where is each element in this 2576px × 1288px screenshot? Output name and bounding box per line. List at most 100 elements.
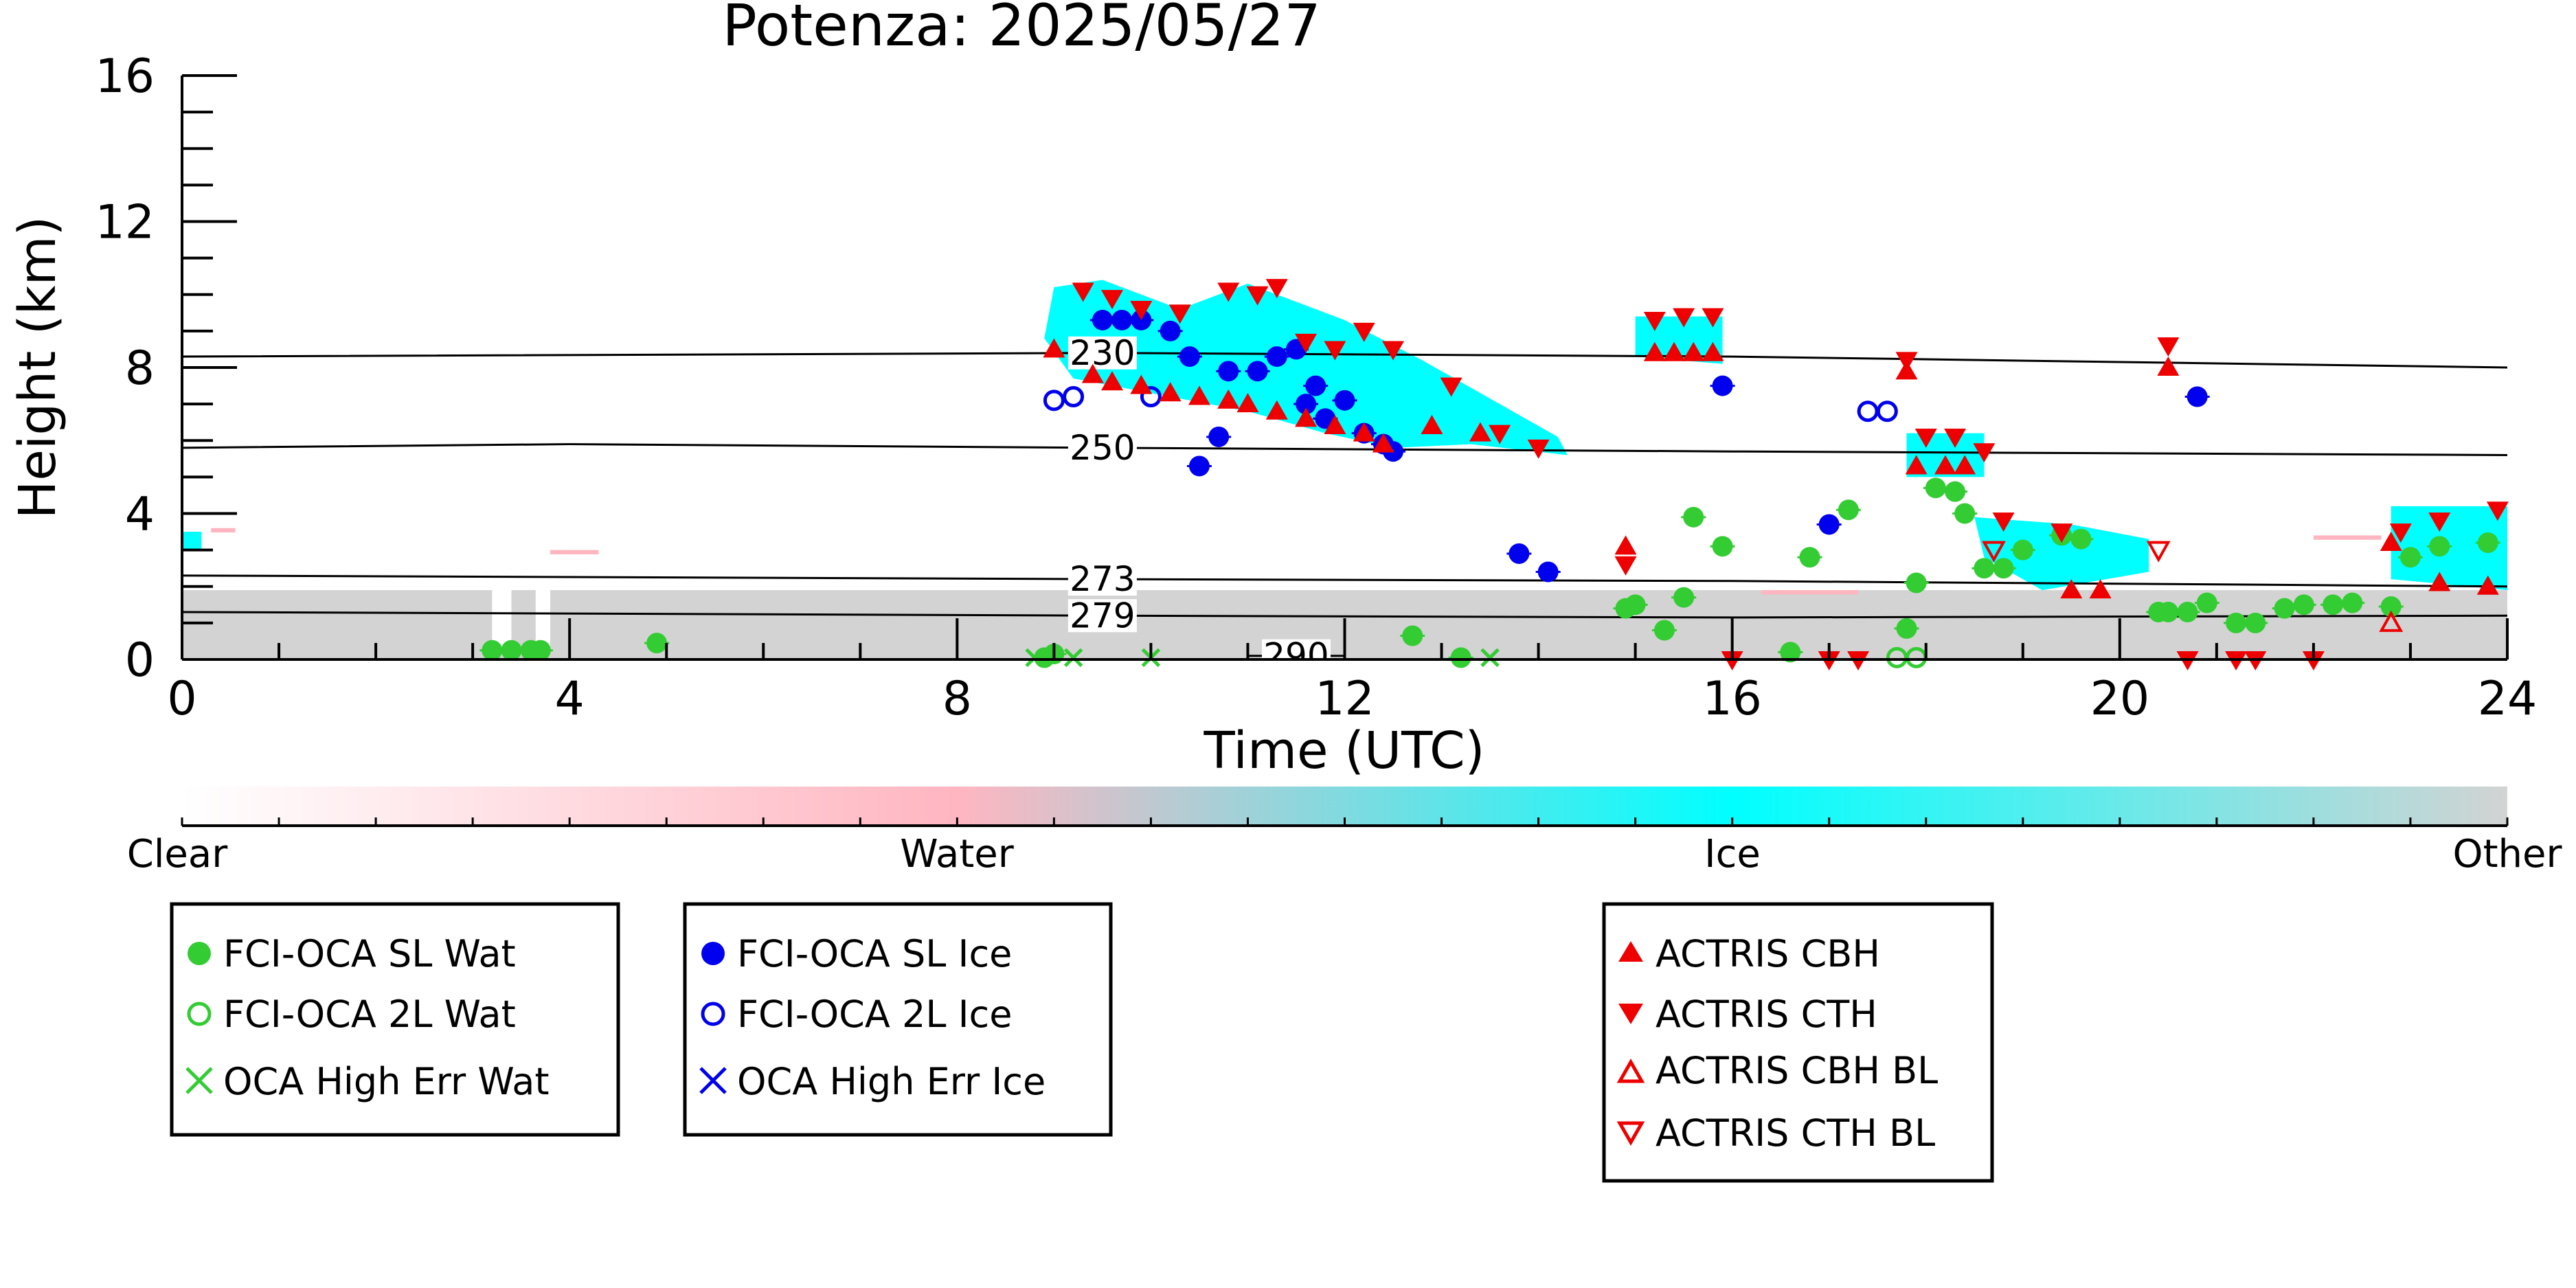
colorbar-label-ice: Ice — [1704, 832, 1761, 877]
point-actris-cth — [1992, 512, 2015, 532]
point-oca-high-err-wat — [1025, 648, 1044, 668]
point-fci-oca-sl-wat — [2177, 601, 2198, 622]
isotherm-label-bg — [1067, 431, 1137, 464]
point-fci-oca-2l-ice — [1043, 389, 1065, 411]
y-axis-label: Height (km) — [8, 216, 67, 519]
isotherm-279 — [182, 611, 2507, 619]
legend-actris-box — [1602, 902, 1994, 1183]
point-fci-oca-sl-ice — [2187, 386, 2208, 407]
point-fci-oca-sl-wat — [482, 640, 503, 661]
y-tick-label: 0 — [125, 633, 155, 688]
point-actris-cth — [1944, 428, 1967, 448]
point-actris-cbh — [1130, 374, 1153, 394]
point-actris-cth — [2428, 512, 2451, 532]
point-fci-oca-sl-wat — [2380, 596, 2402, 617]
isotherm-label-bg — [1067, 336, 1137, 370]
point-actris-cth — [1643, 311, 1666, 331]
point-actris-cbh — [1421, 415, 1443, 434]
data-points — [479, 279, 2509, 670]
legend-label-cbh: ACTRIS CBH — [1656, 932, 1880, 975]
point-actris-cbh — [2428, 572, 2451, 591]
point-actris-cth — [1265, 279, 1288, 299]
point-actris-cbh — [1236, 393, 1259, 413]
x-tick-label: 8 — [942, 672, 972, 726]
point-actris-cbh — [2157, 357, 2180, 376]
point-actris-cbh — [1469, 422, 1491, 442]
axis-ticks: 0 4 8 12 16 20 24 0 4 8 12 16 — [95, 49, 2537, 726]
point-fci-oca-sl-ice — [1179, 346, 1200, 368]
point-fci-oca-sl-ice — [1509, 543, 1530, 564]
x-tick-label: 16 — [1702, 672, 1762, 726]
point-actris-cbh — [2060, 579, 2083, 599]
point-fci-oca-sl-wat — [2429, 536, 2450, 557]
point-actris-cth — [1072, 282, 1094, 302]
y-tick-label: 16 — [95, 49, 155, 104]
point-actris-cbh — [1614, 535, 1637, 555]
legend-label-cth: ACTRIS CTH — [1656, 993, 1877, 1036]
point-fci-oca-sl-wat — [1683, 506, 1704, 528]
point-fci-oca-sl-ice — [1537, 561, 1559, 583]
point-fci-oca-sl-ice — [1305, 375, 1326, 396]
colorbar-ticks — [181, 817, 2509, 826]
isotherm-250 — [182, 443, 2507, 456]
point-fci-oca-sl-wat — [1450, 647, 1471, 668]
isotherm-label-290: 290 — [1263, 636, 1329, 676]
bg-gap — [492, 590, 512, 649]
point-actris-cth — [2389, 523, 2412, 543]
point-actris-cbh — [1934, 455, 1956, 475]
x-tick-label: 24 — [2478, 672, 2538, 726]
legend-label-sl-wat: FCI-OCA SL Wat — [223, 932, 516, 975]
point-fci-oca-sl-ice — [1208, 426, 1230, 447]
colorbar-label-other: Other — [2452, 832, 2562, 877]
point-fci-oca-sl-wat — [1945, 481, 1966, 502]
isotherm-label-bg — [1067, 599, 1137, 633]
isotherm-label-279: 279 — [1070, 596, 1135, 635]
point-actris-cbh — [1324, 415, 1346, 434]
point-actris-cbh — [1043, 338, 1065, 358]
point-oca-high-err-wat — [1480, 648, 1500, 668]
point-fci-oca-sl-wat — [2245, 612, 2266, 633]
point-fci-oca-sl-wat — [2399, 547, 2421, 568]
point-fci-oca-sl-wat — [2477, 532, 2498, 553]
legend-marker-sl-ice — [701, 942, 725, 965]
point-fci-oca-2l-ice — [1857, 400, 1879, 422]
x-tick-label: 20 — [2090, 672, 2150, 726]
point-actris-cth — [1973, 443, 1996, 463]
isotherm-230 — [182, 352, 2507, 369]
legend-marker-cth — [1618, 1004, 1643, 1024]
point-fci-oca-sl-ice — [1818, 514, 1840, 535]
point-actris-cth — [2050, 523, 2073, 543]
legend-label-higherr-wat: OCA High Err Wat — [223, 1060, 550, 1103]
point-fci-oca-sl-wat — [501, 640, 522, 661]
point-fci-oca-sl-ice — [1247, 361, 1268, 382]
x-tick-label: 4 — [555, 672, 585, 726]
legend-label-cbh-bl: ACTRIS CBH BL — [1656, 1049, 1938, 1092]
point-fci-oca-sl-wat — [1925, 477, 1946, 499]
point-fci-oca-sl-ice — [1218, 361, 1239, 382]
isotherm-273 — [182, 574, 2507, 588]
point-fci-oca-2l-ice — [1063, 386, 1085, 407]
x-tick-label: 12 — [1315, 672, 1375, 726]
bg-gap — [535, 590, 550, 649]
point-actris-cbh — [1663, 341, 1686, 361]
legend-marker-sl-wat — [188, 942, 211, 965]
point-actris-cth — [1489, 425, 1511, 444]
legend-water: FCI-OCA SL Wat FCI-OCA 2L Wat OCA High E… — [170, 902, 620, 1137]
point-actris-cbh — [1702, 341, 1724, 361]
point-actris-cbh — [1159, 382, 1182, 402]
legend-label-higherr-ice: OCA High Err Ice — [737, 1060, 1046, 1103]
point-actris-cth — [1673, 308, 1695, 328]
legend-ice: FCI-OCA SL Ice FCI-OCA 2L Ice OCA High E… — [683, 902, 1113, 1137]
point-actris-cbh — [1682, 341, 1705, 361]
bg-water-streak — [1761, 590, 1859, 595]
point-fci-oca-sl-ice — [1334, 389, 1355, 411]
bg-ice-patch — [182, 532, 202, 550]
point-actris-cth — [1382, 341, 1405, 361]
point-actris-cth — [1527, 439, 1550, 459]
point-fci-oca-sl-ice — [1092, 309, 1113, 330]
point-actris-cth — [1895, 352, 1918, 372]
point-fci-oca-sl-wat — [530, 640, 551, 661]
point-actris-cth — [1246, 286, 1269, 306]
legend-ice-box — [683, 902, 1113, 1137]
